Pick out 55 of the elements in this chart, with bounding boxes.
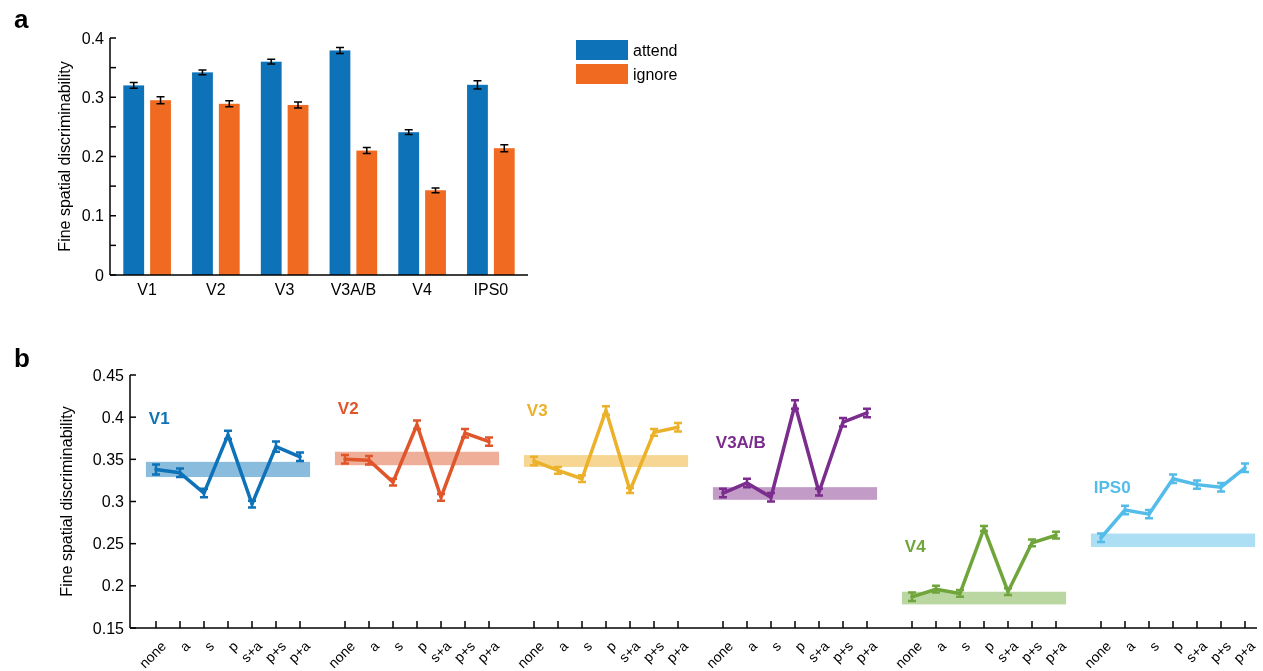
text: V2 xyxy=(337,399,359,419)
bar xyxy=(493,148,515,275)
y-tick-label: 0.35 xyxy=(92,450,125,468)
text: V4 xyxy=(904,536,927,556)
y-tick-label: 0.15 xyxy=(92,619,125,637)
bar xyxy=(425,190,446,275)
y-tick-label: 0 xyxy=(95,266,105,284)
text: b xyxy=(14,343,30,373)
y-tick-label: 0.3 xyxy=(101,493,125,511)
legend-label: attend xyxy=(633,41,678,59)
y-tick-label: 0.1 xyxy=(81,207,105,225)
x-tick-label: s xyxy=(200,637,218,654)
x-tick-label: a xyxy=(1121,637,1139,655)
y-tick-label: 0.4 xyxy=(81,29,105,47)
x-tick-label: s xyxy=(767,637,785,654)
series-label: IPS0 xyxy=(1093,477,1131,497)
bar xyxy=(329,50,351,275)
series-label: V3A/B xyxy=(715,433,766,453)
x-tick-label: a xyxy=(176,637,194,655)
y-axis-title: Fine spatial discriminability xyxy=(56,61,73,252)
x-tick-label: s xyxy=(956,637,974,654)
x-tick-label: s xyxy=(1145,637,1163,654)
x-tick-label: V3A/B xyxy=(330,281,377,298)
text: V3 xyxy=(526,401,548,421)
x-tick-label: V4 xyxy=(412,281,433,298)
x-tick-label: V2 xyxy=(206,281,226,298)
y-tick-label: 0.45 xyxy=(92,366,125,384)
text: V1 xyxy=(148,409,170,429)
y-tick-label: 0.2 xyxy=(101,577,125,595)
bar xyxy=(123,85,145,275)
y-axis-title: Fine spatial discriminability xyxy=(58,406,75,597)
legend-label: ignore xyxy=(633,65,678,83)
bar xyxy=(260,61,282,275)
x-tick-label: IPS0 xyxy=(473,281,509,298)
line-series xyxy=(154,433,302,506)
x-tick-label: V3 xyxy=(274,281,295,298)
bar xyxy=(287,104,309,275)
y-tick-label: 0.25 xyxy=(92,535,125,553)
x-tick-label: a xyxy=(365,637,383,655)
x-tick-label: V1 xyxy=(137,281,158,298)
bar xyxy=(192,72,213,275)
x-tick-label: a xyxy=(932,637,950,655)
bar xyxy=(398,132,420,275)
text: a xyxy=(14,4,29,34)
bar xyxy=(218,103,240,275)
bar xyxy=(150,100,171,275)
x-tick-label: s xyxy=(389,637,407,654)
y-tick-label: 0.4 xyxy=(101,408,125,426)
x-tick-label: a xyxy=(743,637,761,655)
x-tick-label: s xyxy=(578,637,596,654)
y-tick-label: 0.3 xyxy=(81,88,105,106)
bar xyxy=(356,150,378,275)
bar xyxy=(467,84,488,275)
x-tick-label: a xyxy=(554,637,572,655)
y-tick-label: 0.2 xyxy=(81,148,105,166)
